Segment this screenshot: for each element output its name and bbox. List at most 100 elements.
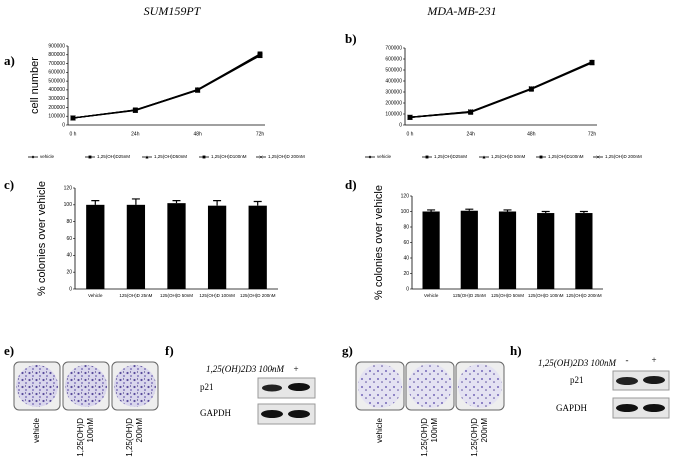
legend-label: 1,25(OH)D100nM xyxy=(211,154,247,159)
panel-letter: b) xyxy=(345,31,357,46)
y-tick-label: 700000 xyxy=(48,61,65,67)
band-label: GAPDH xyxy=(200,408,232,418)
band-label: GAPDH xyxy=(556,403,588,413)
dish-label: 1,25(OH)D xyxy=(76,418,85,457)
line xyxy=(409,61,593,118)
header: MDA-MB-231 xyxy=(426,4,496,18)
y-tick-label: 40 xyxy=(66,253,72,259)
marker xyxy=(528,86,535,92)
legend-label: vehicle xyxy=(377,154,392,159)
y-tick-label: 300000 xyxy=(385,89,402,95)
x-tick-label: 0 h xyxy=(70,131,77,137)
x-tick-label: 125(OH)D 50nM xyxy=(160,293,193,298)
y-tick-label: 0 xyxy=(62,122,65,128)
y-tick-label: 60 xyxy=(66,236,72,242)
y-tick-label: 120 xyxy=(64,185,73,191)
panel-letter: a) xyxy=(4,53,15,68)
x-tick-label: 125(OH)D 25nM xyxy=(119,293,152,298)
bar xyxy=(167,203,186,289)
legend-marker xyxy=(425,155,429,159)
y-tick-label: 600000 xyxy=(48,70,65,76)
dish-label: 1,25(OH)D xyxy=(470,418,479,457)
band-label: p21 xyxy=(200,382,214,392)
bar xyxy=(207,205,227,289)
y-tick-label: 200000 xyxy=(48,105,65,111)
legend-marker xyxy=(539,155,543,159)
x-tick-label: 0 h xyxy=(407,131,414,137)
bar xyxy=(537,213,555,289)
lane-label: - xyxy=(271,364,274,374)
legend-marker xyxy=(202,155,206,159)
lane-label: + xyxy=(293,364,298,374)
y-tick-label: 20 xyxy=(403,271,409,277)
marker xyxy=(589,59,595,66)
dish-label: 100nM xyxy=(86,418,95,443)
error-bar xyxy=(427,209,436,212)
legend-marker xyxy=(596,155,600,159)
marker xyxy=(407,114,413,120)
x-tick-label: 125(OH)D 100nM xyxy=(199,293,235,298)
x-tick-label: 125(OH)D 25nM xyxy=(453,293,486,298)
y-axis-label: % colonies over vehicle xyxy=(373,185,385,300)
legend-label: 1,25(OH)D25nM xyxy=(434,154,467,159)
legend-marker xyxy=(88,155,92,159)
lane-label: - xyxy=(626,355,629,365)
dish-images xyxy=(13,361,159,411)
error-bar xyxy=(213,200,222,206)
x-tick-label: Vehicle xyxy=(424,293,439,298)
marker xyxy=(132,107,139,113)
y-tick-label: 20 xyxy=(66,269,72,275)
y-tick-label: 120 xyxy=(401,193,410,199)
bar xyxy=(86,204,105,289)
y-tick-label: 100 xyxy=(64,202,73,208)
panel-letter: h) xyxy=(510,343,522,358)
y-tick-label: 100000 xyxy=(48,114,65,120)
marker xyxy=(257,52,263,58)
y-tick-label: 0 xyxy=(406,286,409,292)
legend-label: 1,25(OH)D 50nM xyxy=(491,154,526,159)
bar xyxy=(498,211,517,289)
x-tick-label: 125(OH)D 100nM xyxy=(528,293,564,298)
treatment-label: 1,25(OH)2D3 100nM xyxy=(206,364,284,374)
dish-label: 100nM xyxy=(430,418,439,443)
legend-marker xyxy=(259,155,263,159)
y-axis-label: % colonies over vehicle xyxy=(36,181,48,296)
x-tick-label: 125(OH)D 200nM xyxy=(240,293,276,298)
bar xyxy=(422,211,440,289)
x-tick-label: 24h xyxy=(131,131,140,137)
x-tick-label: 48h xyxy=(193,131,202,137)
dish-label: vehicle xyxy=(32,417,41,442)
x-tick-label: Vehicle xyxy=(88,293,103,298)
y-tick-label: 400000 xyxy=(385,78,402,84)
dish-label: 1,25(OH)D xyxy=(420,418,429,457)
x-tick-label: 125(OH)D 50nM xyxy=(491,293,524,298)
legend-label: 1,25(OH)D100nM xyxy=(548,154,584,159)
y-tick-label: 400000 xyxy=(48,87,65,93)
x-tick-label: 72h xyxy=(256,131,265,137)
y-tick-label: 80 xyxy=(66,219,72,225)
x-tick-label: 125(OH)D 200nM xyxy=(566,293,602,298)
legend-label: 1,25(OH)D25nM xyxy=(97,154,130,159)
y-tick-label: 0 xyxy=(399,122,402,128)
error-bar xyxy=(465,208,474,211)
dish-label: 1,25(OH)D xyxy=(125,418,134,457)
marker xyxy=(467,109,474,115)
panel-letter: g) xyxy=(342,343,353,358)
panel-letter: d) xyxy=(345,177,357,192)
y-tick-label: 800000 xyxy=(48,52,65,58)
y-tick-label: 600000 xyxy=(385,56,402,62)
bar xyxy=(248,205,267,289)
dish-label: vehicle xyxy=(375,417,384,442)
y-tick-label: 40 xyxy=(403,255,409,261)
dish-label: 200nM xyxy=(135,418,144,443)
dish-images xyxy=(355,361,505,411)
legend-marker xyxy=(368,155,372,159)
legend-label: 1,25(OH)D 200nM xyxy=(268,154,305,159)
y-tick-label: 700000 xyxy=(385,45,402,51)
y-tick-label: 300000 xyxy=(48,96,65,102)
error-bar xyxy=(503,209,512,212)
error-bar xyxy=(131,198,140,205)
lane-label: + xyxy=(651,355,656,365)
y-tick-label: 500000 xyxy=(48,78,65,84)
